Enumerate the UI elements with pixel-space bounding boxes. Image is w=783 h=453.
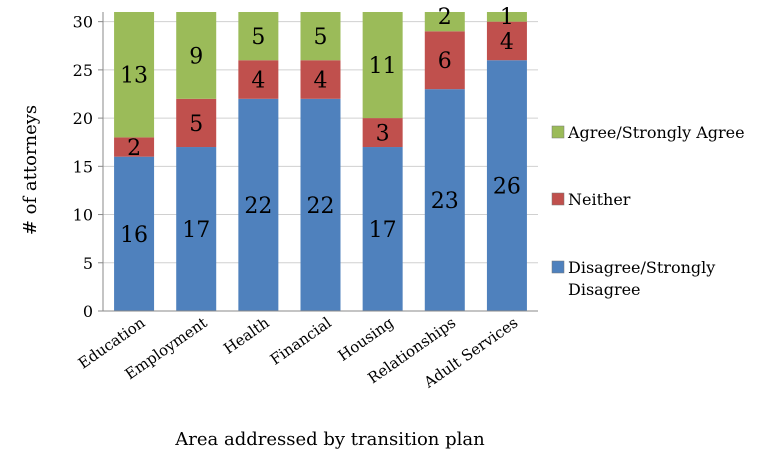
bar-stack: 26 41 [486,5,527,312]
y-tick-label: 0 [83,302,93,321]
y-axis-ticks: 0 5 10 15 20 25 30 [73,13,103,321]
data-label: 3 [376,122,390,147]
y-tick-label: 10 [73,206,93,225]
data-label: 9 [189,44,203,69]
bar-segment [300,12,341,61]
legend-entry: Disagree/Strongly Disagree [551,258,715,299]
bar-segment [114,12,155,138]
data-label: 26 [493,175,521,200]
data-label: 22 [307,194,335,219]
data-label: 13 [120,64,148,89]
data-label: 1 [500,5,514,30]
bar-segment [114,137,155,157]
legend-label: Neither [568,190,631,209]
y-tick-label: 20 [73,109,93,128]
data-label: 2 [438,5,452,30]
legend-entry: Agree/Strongly Agree [551,123,745,142]
x-axis-title: Area addressed by transition plan [174,429,485,450]
bar-segment [362,118,403,148]
bar-segment [300,60,341,99]
bar-segment [486,21,527,61]
bar-segment [176,98,217,148]
bar-segment [424,12,465,32]
y-tick-label: 25 [73,61,93,80]
legend-label: Disagree/Strongly [568,258,715,277]
x-category-label: Health [220,313,273,357]
data-label: 4 [251,69,265,94]
data-label: 17 [369,218,397,243]
data-label: 17 [182,218,210,243]
bar-segment [238,60,279,99]
data-label: 22 [244,194,272,219]
bar-segment [300,98,341,311]
y-tick-label: 15 [73,157,93,176]
legend-label: Agree/Strongly Agree [567,123,745,142]
bar-stack: 22 4 5 [300,12,341,311]
bar-segment [176,12,217,99]
bar-stack: 16 2 13 [114,12,155,311]
legend-swatch [551,192,565,206]
bar-segment [486,12,527,22]
legend-swatch [551,125,565,139]
data-label: 5 [251,25,265,50]
bar-segment [238,12,279,61]
bar-segment [238,98,279,311]
data-label: 4 [500,30,514,55]
data-label: 16 [120,223,148,248]
bar-segment [362,147,403,311]
bar-segment [424,31,465,90]
legend-label: Disagree [568,280,641,299]
legend: Agree/Strongly Agree Neither Disagree/Stro… [551,123,745,299]
y-axis-title: # of attorneys [20,105,41,235]
bar-segment [114,156,155,311]
data-label: 4 [314,69,328,94]
data-label: 23 [431,189,459,214]
bar-stack: 17 3 11 [362,12,403,311]
y-tick-label: 30 [73,13,93,32]
x-category-label: Financial [267,313,335,368]
data-label: 11 [369,54,397,79]
legend-entry: Neither [551,190,631,209]
data-label: 5 [314,25,328,50]
data-label: 6 [438,49,452,74]
bar-segment [176,147,217,311]
bar-segment [424,89,465,312]
bar-stack: 22 4 5 [238,12,279,311]
legend-swatch [551,260,565,274]
data-label: 2 [127,136,141,161]
bar-segment [486,60,527,312]
bar-segment [362,12,403,119]
data-label: 5 [189,112,203,137]
bar-stack: 23 6 2 [424,5,465,312]
y-tick-label: 5 [83,254,93,273]
axes [102,12,538,312]
